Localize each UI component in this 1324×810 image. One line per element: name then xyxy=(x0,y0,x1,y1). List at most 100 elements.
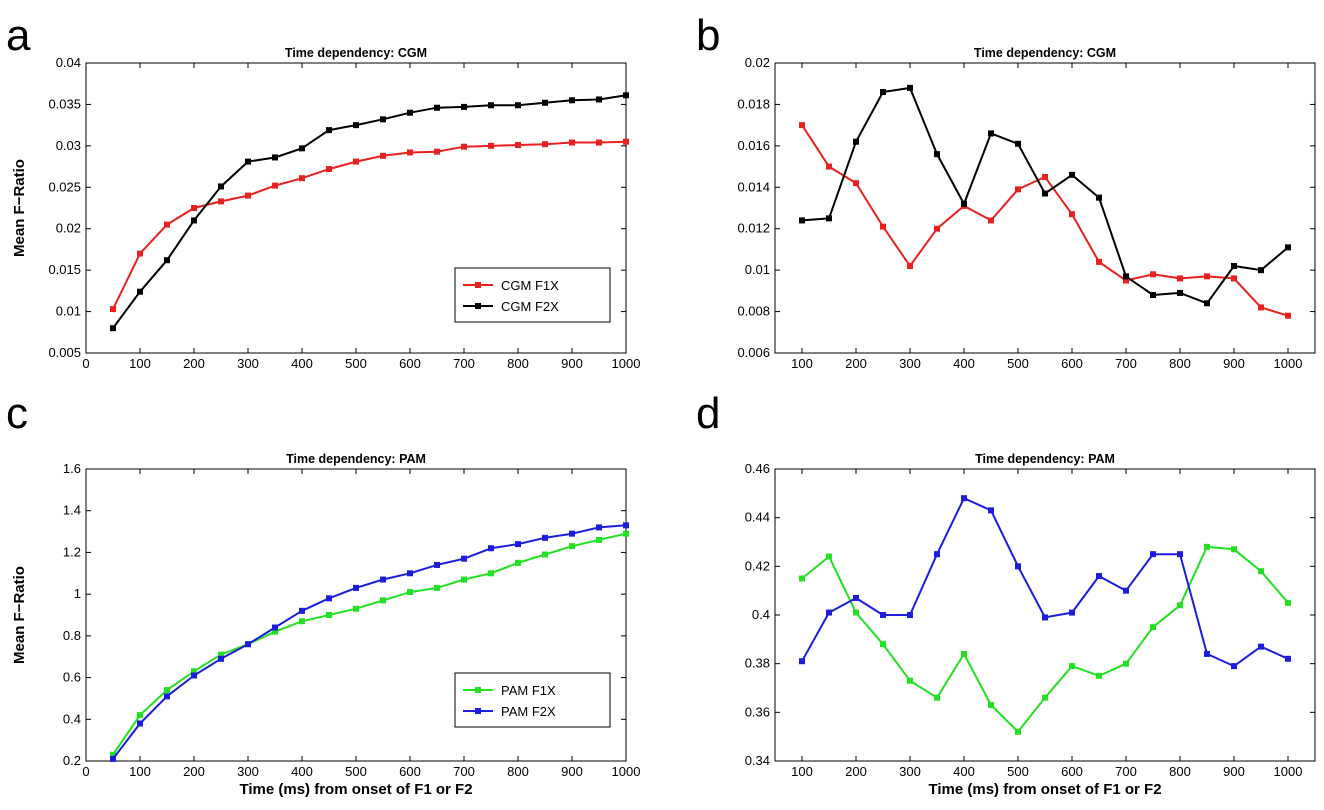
y-axis-label: Mean F−Ratio xyxy=(11,159,28,257)
data-point xyxy=(434,561,440,568)
data-point xyxy=(799,122,805,129)
data-point xyxy=(272,154,278,161)
data-point xyxy=(1177,551,1183,558)
data-point xyxy=(1285,312,1291,319)
series-line xyxy=(112,524,627,760)
panel-a: Time dependency: CGM 0 100 200 300 400 500 600 7… xyxy=(11,46,640,371)
data-point xyxy=(1096,194,1102,201)
x-tick-label: 100 xyxy=(129,356,151,371)
data-point xyxy=(1015,186,1021,193)
data-point xyxy=(1204,273,1210,280)
data-point xyxy=(1231,546,1237,553)
series-line xyxy=(112,532,627,756)
data-point xyxy=(299,618,305,625)
y-tick-label: 0.38 xyxy=(745,656,770,671)
y-tick-label: 0.012 xyxy=(737,221,770,236)
data-point xyxy=(961,495,967,502)
data-point xyxy=(934,225,940,232)
x-tick-label: 900 xyxy=(1223,764,1245,779)
data-point xyxy=(907,677,913,684)
data-point xyxy=(1069,609,1075,616)
data-point xyxy=(1123,273,1129,280)
data-point xyxy=(1177,275,1183,282)
data-point xyxy=(488,545,494,552)
x-tick-label: 100 xyxy=(129,764,151,779)
panels: Time dependency: CGM 0 100 200 300 400 500 600 7… xyxy=(11,46,1316,798)
x-tick-label: 1000 xyxy=(612,356,641,371)
plot-area xyxy=(774,62,1316,354)
data-point xyxy=(1177,289,1183,296)
chart-title: Time dependency: PAM xyxy=(286,452,426,466)
data-point xyxy=(1069,663,1075,670)
data-point xyxy=(299,607,305,614)
data-point xyxy=(299,175,305,182)
data-point xyxy=(461,143,467,150)
data-point xyxy=(488,142,494,149)
data-point xyxy=(880,223,886,230)
data-point xyxy=(961,200,967,207)
data-point xyxy=(380,152,386,159)
x-tick-label: 600 xyxy=(399,764,421,779)
series-2 xyxy=(110,92,629,332)
legend-label: CGM F1X xyxy=(501,278,559,293)
data-point xyxy=(380,597,386,604)
x-tick-label: 700 xyxy=(453,356,475,371)
legend-swatch-marker xyxy=(475,282,481,288)
series-line xyxy=(112,94,627,329)
x-tick-label: 200 xyxy=(845,764,867,779)
x-tick-label: 500 xyxy=(345,764,367,779)
data-point xyxy=(515,142,521,149)
y-tick-label: 0.2 xyxy=(63,753,81,768)
data-point xyxy=(407,109,413,116)
data-point xyxy=(191,205,197,211)
x-axis-label: Time (ms) from onset of F1 or F2 xyxy=(928,781,1161,798)
y-tick-label: 0.34 xyxy=(745,753,770,768)
data-point xyxy=(596,139,602,146)
data-point xyxy=(1096,672,1102,679)
data-point xyxy=(1231,275,1237,282)
data-point xyxy=(596,96,602,103)
x-tick-label: 600 xyxy=(399,356,421,371)
x-tick-label: 800 xyxy=(1169,764,1191,779)
data-point xyxy=(326,612,332,618)
x-tick-label: 600 xyxy=(1061,764,1083,779)
data-point xyxy=(1177,602,1183,609)
data-point xyxy=(934,694,940,701)
data-point xyxy=(353,122,359,129)
data-point xyxy=(326,595,332,602)
data-point xyxy=(880,89,886,95)
data-point xyxy=(461,576,467,583)
data-point xyxy=(853,609,859,616)
data-point xyxy=(380,576,386,583)
y-tick-label: 0.03 xyxy=(56,138,81,153)
data-point xyxy=(907,263,913,269)
data-point xyxy=(1123,277,1129,284)
legend-swatch-marker xyxy=(475,303,481,309)
data-point xyxy=(1258,568,1264,575)
x-tick-label: 1000 xyxy=(1274,764,1303,779)
data-point xyxy=(1258,643,1264,650)
panel-letter-d: d xyxy=(696,389,720,438)
data-point xyxy=(245,641,251,648)
series-1 xyxy=(799,543,1291,735)
data-point xyxy=(326,127,332,134)
data-point xyxy=(164,693,170,700)
x-tick-label: 1000 xyxy=(1274,356,1303,371)
data-point xyxy=(853,180,859,187)
data-point xyxy=(880,612,886,618)
data-point xyxy=(826,609,832,616)
x-tick-label: 400 xyxy=(953,356,975,371)
y-tick-label: 0.01 xyxy=(745,262,770,277)
panel-letter-a: a xyxy=(6,11,31,60)
data-point xyxy=(1258,304,1264,311)
chart-title: Time dependency: PAM xyxy=(975,452,1115,466)
data-point xyxy=(1258,267,1264,274)
data-point xyxy=(299,145,305,152)
y-tick-label: 0.4 xyxy=(752,607,770,622)
data-point xyxy=(1285,599,1291,606)
data-point xyxy=(542,99,548,106)
data-point xyxy=(1231,663,1237,670)
data-point xyxy=(407,149,413,156)
legend-swatch-marker xyxy=(475,708,481,714)
legend-label: CGM F2X xyxy=(501,299,559,314)
